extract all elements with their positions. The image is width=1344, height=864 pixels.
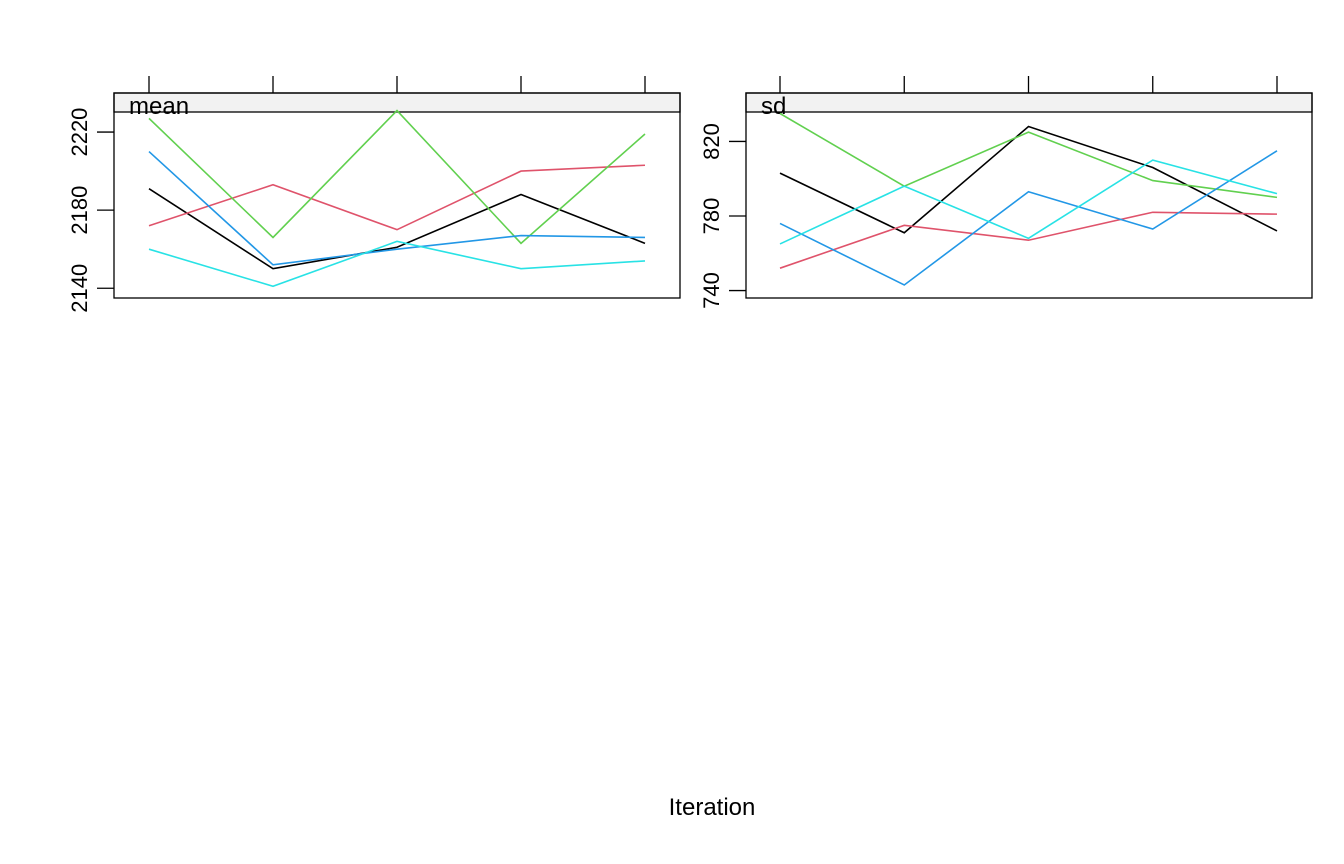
series-line-3 [148, 109, 646, 245]
x-axis-label: Iteration [669, 794, 756, 821]
x-ticks-sd [779, 76, 1278, 93]
plot-frame-sd [745, 92, 1313, 299]
y-tick-label: 820 [699, 123, 724, 160]
y-ticks-mean: 2140 2180 2220 [67, 108, 114, 313]
panel-mean: mean 2140 2180 2220 [67, 76, 681, 313]
strip-mean [113, 92, 681, 113]
series-line-4 [779, 150, 1278, 286]
series-line-5 [148, 240, 646, 288]
y-ticks-sd: 740 780 820 [699, 123, 746, 309]
y-tick-label: 2180 [67, 186, 92, 235]
plot-frame-mean [113, 92, 681, 299]
series-line-4 [148, 150, 646, 266]
y-tick-label: 2220 [67, 108, 92, 157]
y-tick-label: 780 [699, 198, 724, 235]
series-line-3 [779, 112, 1278, 199]
series-lines-sd [779, 112, 1278, 286]
panel-sd: sd 740 780 820 [699, 76, 1313, 309]
strip-label-sd: sd [761, 93, 786, 120]
strip-sd [745, 92, 1313, 113]
series-line-2 [779, 211, 1278, 269]
series-lines-mean [148, 109, 646, 288]
strip-label-mean: mean [129, 93, 189, 120]
x-ticks-mean [148, 76, 646, 93]
y-tick-label: 740 [699, 272, 724, 309]
series-line-5 [779, 159, 1278, 245]
series-line-1 [779, 125, 1278, 234]
series-line-1 [148, 187, 646, 270]
y-tick-label: 2140 [67, 264, 92, 313]
